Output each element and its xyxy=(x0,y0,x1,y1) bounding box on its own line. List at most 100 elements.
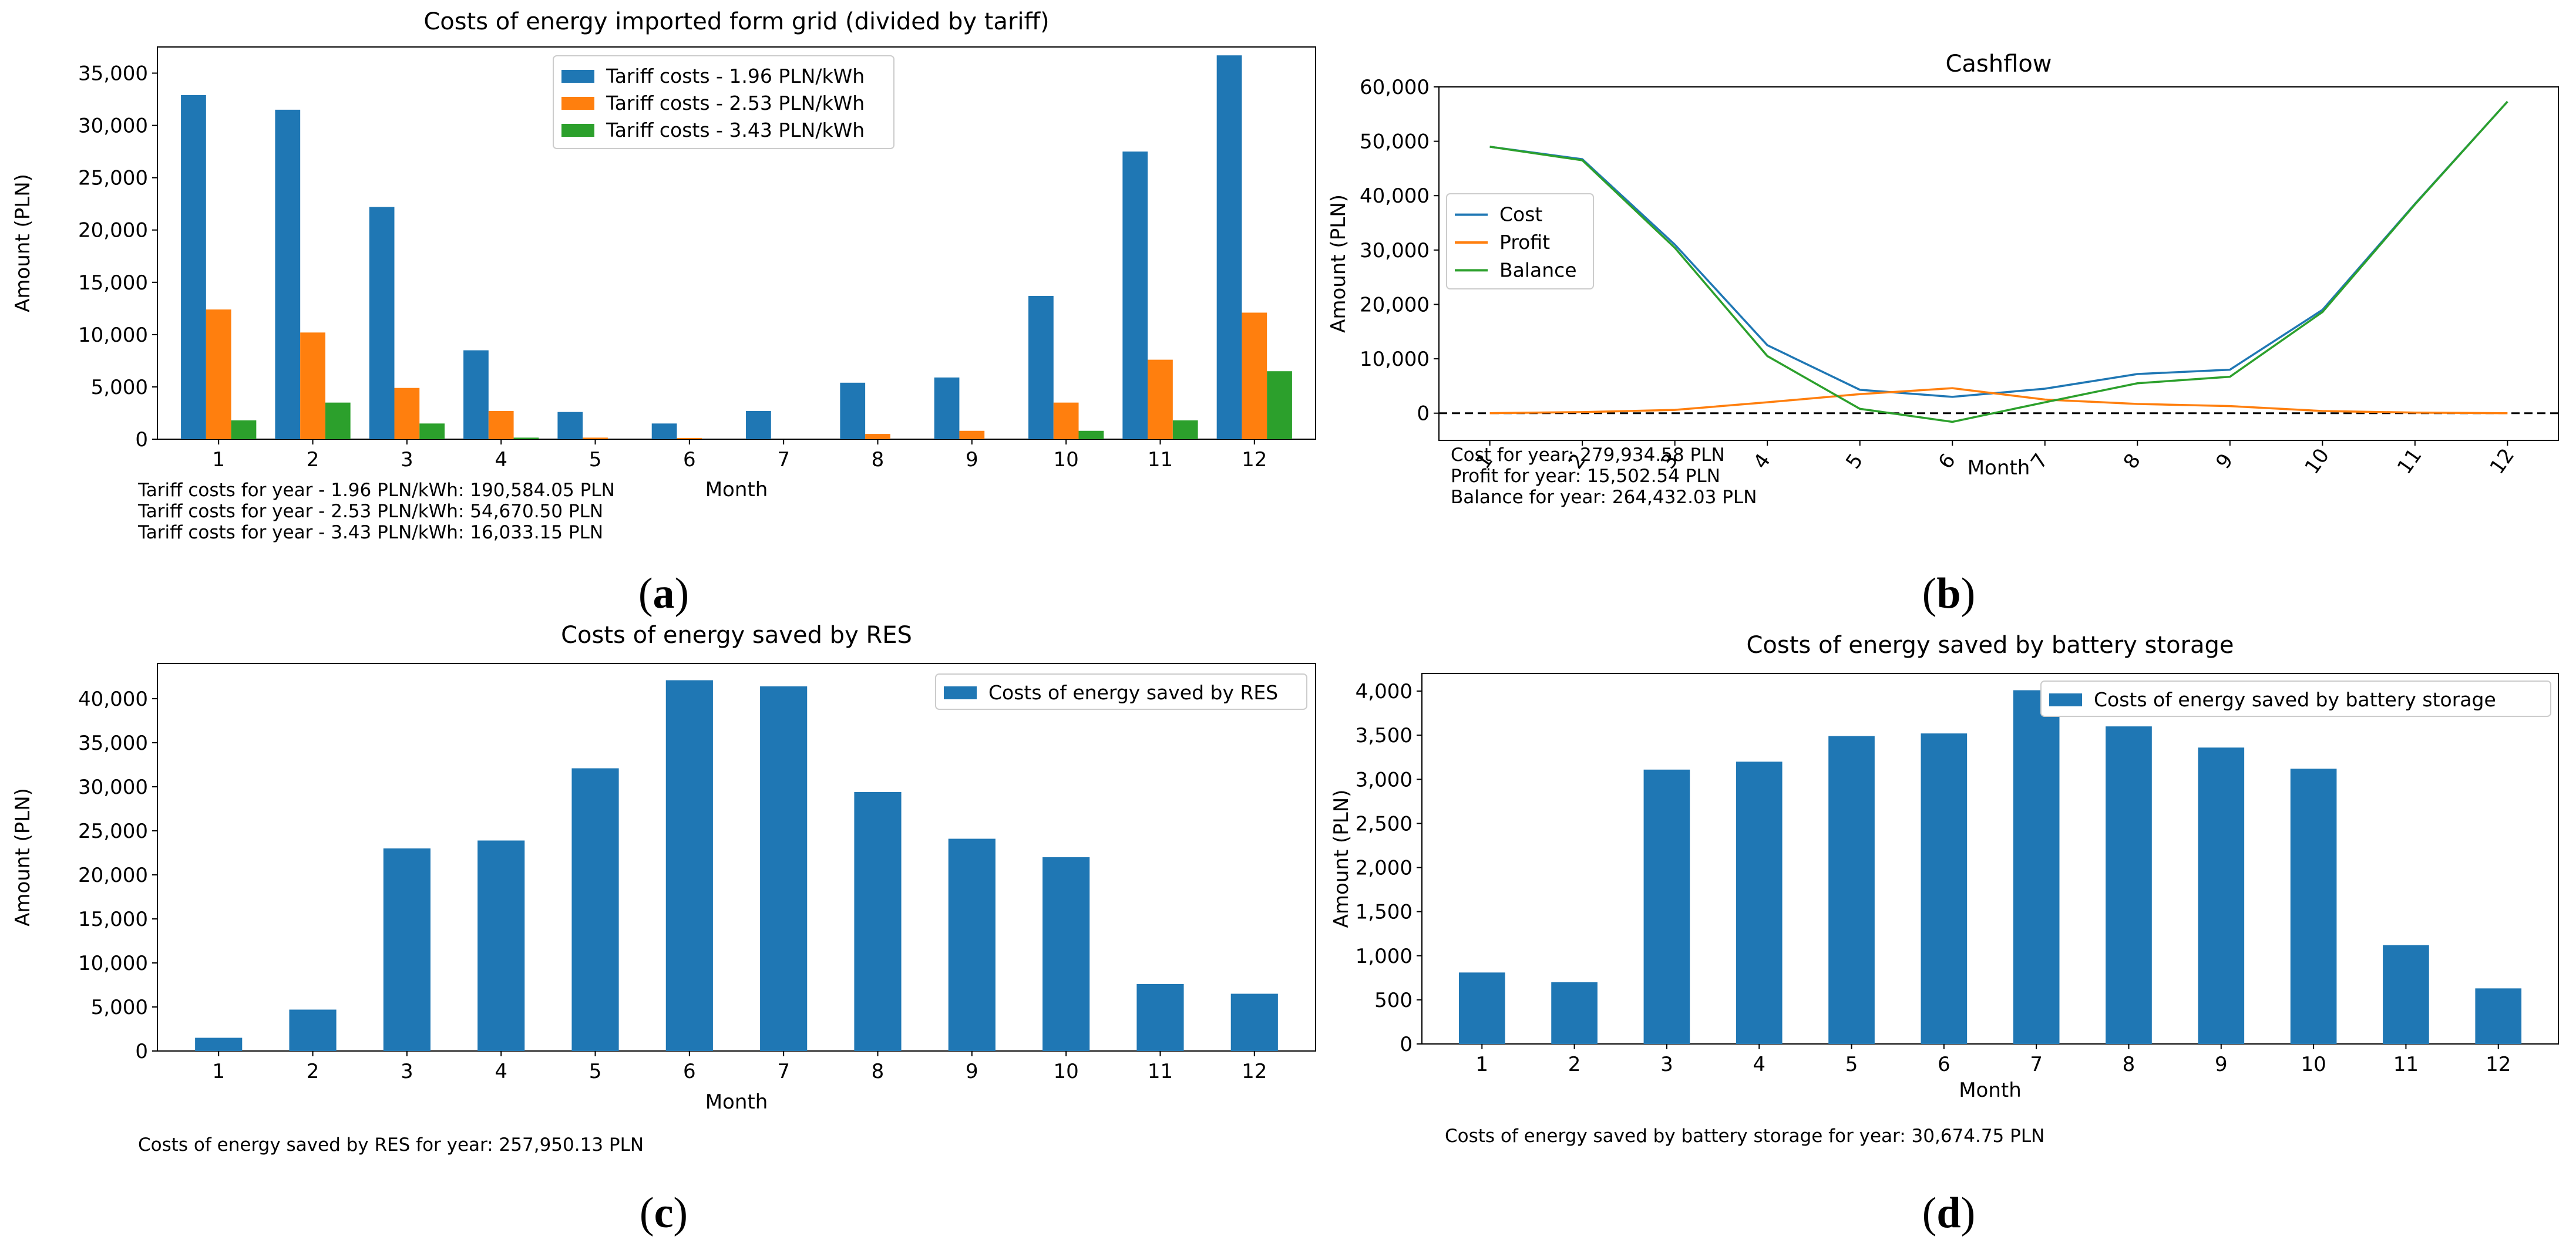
caption-letter: d xyxy=(1936,1189,1960,1237)
x-tick-label: 9 xyxy=(966,448,978,471)
bar-1-month-2 xyxy=(275,109,301,439)
x-tick-label: 1 xyxy=(1475,1053,1488,1076)
series-line-balance xyxy=(1489,100,2508,423)
bar-1-month-9 xyxy=(934,377,960,439)
bar-1-month-3 xyxy=(1643,769,1690,1044)
bar-1-month-12 xyxy=(1216,55,1242,439)
legend-box xyxy=(935,673,1307,710)
y-tick-label: 30,000 xyxy=(78,114,148,138)
x-tick-label: 11 xyxy=(2393,1053,2419,1076)
annual-summary: Tariff costs for year - 3.43 PLN/kWh: 16… xyxy=(137,522,603,543)
y-tick-label: 500 xyxy=(1374,989,1413,1012)
bar-1-month-7 xyxy=(2013,690,2060,1044)
y-axis-label: Amount (PLN) xyxy=(1327,194,1350,333)
y-tick-label: 10,000 xyxy=(1360,348,1430,371)
x-tick-label: 1 xyxy=(212,448,225,471)
annual-summary: Cost for year: 279,934.58 PLN xyxy=(1451,444,1725,466)
bar-1-month-9 xyxy=(948,838,996,1051)
bar-3-month-10 xyxy=(1078,430,1104,439)
y-tick-label: 10,000 xyxy=(78,952,148,975)
y-tick-label: 15,000 xyxy=(78,271,148,295)
caption-close: ) xyxy=(675,570,690,618)
y-tick-label: 4,000 xyxy=(1356,680,1413,703)
bar-1-month-8 xyxy=(840,382,866,439)
x-tick-label: 12 xyxy=(1242,1060,1267,1083)
y-tick-label: 35,000 xyxy=(78,732,148,755)
bar-1-month-5 xyxy=(1828,736,1875,1044)
bar-1-month-8 xyxy=(2106,726,2152,1044)
series-line-cost xyxy=(1489,100,2508,398)
x-tick-label: 6 xyxy=(683,448,696,471)
bar-3-month-4 xyxy=(513,437,539,439)
x-tick-label: 10 xyxy=(2301,1053,2326,1076)
legend: Tariff costs - 1.96 PLN/kWh Tariff costs … xyxy=(553,55,894,149)
bar-1-month-2 xyxy=(1551,982,1598,1044)
bar-1-month-7 xyxy=(760,686,808,1051)
chart-a: Costs of energy imported form grid (divi… xyxy=(11,8,1316,618)
y-tick-label: 0 xyxy=(135,428,148,452)
legend-label: Tariff costs - 3.43 PLN/kWh xyxy=(606,119,865,142)
x-tick-label: 10 xyxy=(1054,1060,1079,1083)
annual-summary: Balance for year: 264,432.03 PLN xyxy=(1451,487,1757,508)
bar-2-month-11 xyxy=(1148,359,1173,439)
y-axis-label: Amount (PLN) xyxy=(11,174,35,312)
bar-1-month-4 xyxy=(463,350,489,439)
bar-3-month-3 xyxy=(419,423,445,439)
x-axis-label: Month xyxy=(705,478,768,501)
caption-open: ( xyxy=(640,1189,654,1237)
caption-close: ) xyxy=(1961,1189,1976,1237)
bar-2-month-5 xyxy=(583,437,608,439)
y-tick-label: 10,000 xyxy=(78,324,148,347)
x-tick-label: 8 xyxy=(2119,449,2145,473)
bar-1-month-2 xyxy=(289,1009,337,1051)
x-tick-label: 4 xyxy=(495,1060,507,1083)
y-tick-label: 0 xyxy=(1417,402,1430,426)
legend-swatch xyxy=(561,70,594,83)
caption-open: ( xyxy=(638,570,653,618)
series-line-profit xyxy=(1489,387,2508,415)
y-tick-label: 5,000 xyxy=(91,376,148,399)
bar-1-month-5 xyxy=(571,768,619,1051)
x-tick-label: 11 xyxy=(1148,448,1173,471)
y-tick-label: 2,500 xyxy=(1356,812,1413,836)
annual-summary: Tariff costs for year - 2.53 PLN/kWh: 54… xyxy=(137,501,603,522)
x-tick-label: 5 xyxy=(1841,449,1868,473)
bar-3-month-2 xyxy=(325,402,351,439)
caption-open: ( xyxy=(1922,1189,1937,1237)
bar-1-month-11 xyxy=(2383,945,2429,1044)
bar-2-month-10 xyxy=(1053,402,1079,439)
x-axis-label: Month xyxy=(1968,456,2030,480)
x-tick-label: 11 xyxy=(1148,1060,1173,1083)
x-tick-label: 11 xyxy=(2393,444,2427,478)
x-tick-label: 6 xyxy=(1938,1053,1951,1076)
y-tick-label: 0 xyxy=(1400,1033,1413,1056)
bar-1-month-10 xyxy=(1028,295,1054,439)
chart-title: Costs of energy imported form grid (divi… xyxy=(423,8,1049,35)
legend: Cost Profit Balance xyxy=(1446,193,1594,289)
y-tick-label: 25,000 xyxy=(78,820,148,843)
bar-2-month-9 xyxy=(959,430,985,439)
y-tick-label: 20,000 xyxy=(78,219,148,242)
chart-title: Cashflow xyxy=(1945,50,2052,78)
y-tick-label: 35,000 xyxy=(78,62,148,86)
legend-label: Profit xyxy=(1499,231,1550,254)
bar-2-month-8 xyxy=(865,434,890,439)
caption-close: ) xyxy=(673,1189,688,1237)
plot-area xyxy=(157,663,1316,1052)
x-tick-label: 7 xyxy=(777,1060,790,1083)
legend-swatch xyxy=(561,124,594,137)
chart-d: Costs of energy saved by battery storage… xyxy=(1330,632,2559,1237)
caption-open: ( xyxy=(1922,570,1937,618)
y-tick-label: 40,000 xyxy=(78,688,148,711)
bar-1-month-6 xyxy=(1921,733,1968,1044)
chart-b: Cashflow 0 10,000 20,000 30,000 40,000 50,000 6… xyxy=(1327,50,2559,618)
caption-close: ) xyxy=(1961,570,1976,618)
y-tick-label: 50,000 xyxy=(1360,130,1430,154)
x-tick-label: 12 xyxy=(2486,1053,2511,1076)
panel-caption: (d) xyxy=(1922,1189,1975,1237)
x-axis-label: Month xyxy=(705,1090,768,1114)
x-tick-label: 4 xyxy=(1753,1053,1765,1076)
y-tick-label: 25,000 xyxy=(78,167,148,190)
legend-box xyxy=(1446,193,1594,289)
